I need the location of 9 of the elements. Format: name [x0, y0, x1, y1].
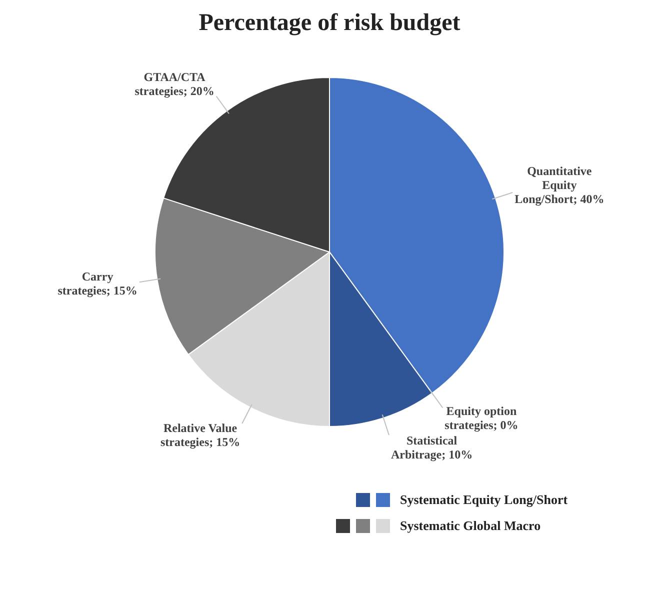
- slice-label: GTAA/CTA strategies; 20%: [134, 70, 214, 98]
- text: Systematic Equity Long/Short: [400, 492, 568, 508]
- slice-label: Carry strategies; 15%: [58, 269, 138, 298]
- chart-title: Percentage of risk budget: [198, 10, 462, 37]
- legend-label: Equity option strategies; 0%: [444, 404, 518, 432]
- slice-label: Quantitative Equity Long/Short; 40%: [514, 164, 604, 206]
- text: Systematic Global Macro: [400, 518, 541, 534]
- slice-label: Statistical Arbitrage; 10%: [390, 433, 473, 462]
- slice-label: Relative Value strategies; 15%: [160, 421, 240, 450]
